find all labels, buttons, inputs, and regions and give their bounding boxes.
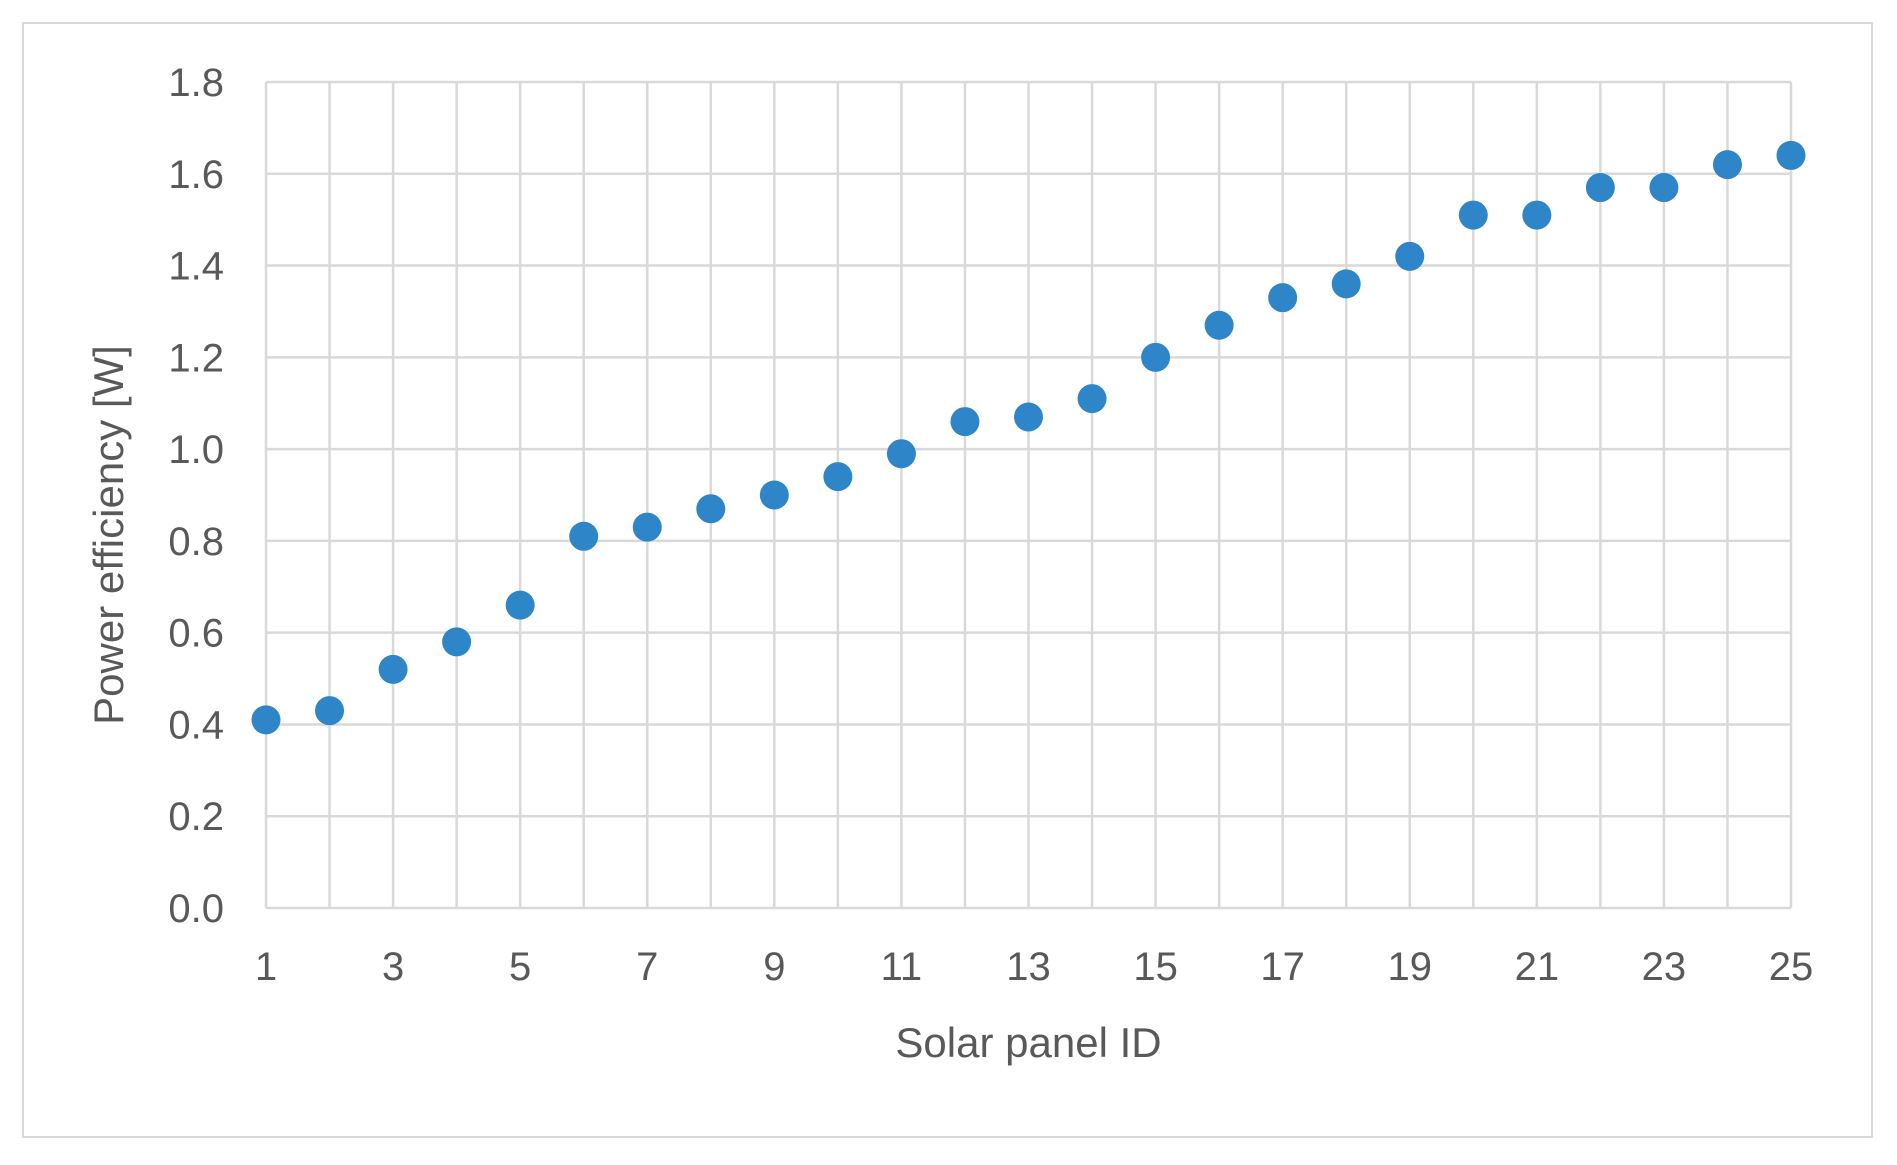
data-point xyxy=(505,590,535,620)
data-point xyxy=(1522,200,1552,230)
x-tick-label: 23 xyxy=(1642,945,1687,989)
x-axis-title: Solar panel ID xyxy=(895,1019,1161,1066)
x-tick-label: 19 xyxy=(1388,945,1433,989)
y-tick-label: 1.4 xyxy=(168,245,224,289)
data-point xyxy=(823,462,853,492)
y-tick-label: 1.0 xyxy=(168,428,224,472)
data-point xyxy=(1395,241,1425,271)
data-point xyxy=(1585,173,1615,203)
y-tick-label: 0.8 xyxy=(168,520,224,564)
data-point xyxy=(378,654,408,684)
data-point xyxy=(1141,342,1171,372)
data-point xyxy=(759,480,789,510)
x-tick-label: 13 xyxy=(1006,945,1051,989)
x-tick-label: 17 xyxy=(1260,945,1305,989)
x-tick-label: 15 xyxy=(1133,945,1178,989)
y-tick-labels: 0.0 0.2 0.4 0.6 0.8 1.0 1.2 1.4 1.6 1.8 xyxy=(168,61,224,931)
x-tick-label: 11 xyxy=(881,945,923,989)
data-point xyxy=(1458,200,1488,230)
data-point xyxy=(1077,384,1107,414)
data-points xyxy=(251,140,1806,735)
y-tick-label: 1.6 xyxy=(168,153,224,197)
data-point xyxy=(632,512,662,542)
y-tick-label: 1.8 xyxy=(168,61,224,105)
data-point xyxy=(696,494,726,524)
x-tick-label: 7 xyxy=(636,945,658,989)
data-point xyxy=(950,407,980,437)
data-point xyxy=(569,521,599,551)
x-tick-label: 5 xyxy=(509,945,531,989)
x-tick-label: 21 xyxy=(1515,945,1560,989)
x-tick-label: 1 xyxy=(255,945,277,989)
x-tick-labels: 1 3 5 7 9 11 13 15 17 19 21 23 25 xyxy=(255,945,1813,989)
y-tick-label: 0.4 xyxy=(168,703,224,747)
y-tick-label: 0.0 xyxy=(168,887,224,931)
data-point xyxy=(442,627,472,657)
x-tick-label: 9 xyxy=(763,945,785,989)
data-point xyxy=(1712,150,1742,180)
data-point xyxy=(886,439,916,469)
data-point xyxy=(251,705,281,735)
y-tick-label: 0.2 xyxy=(168,795,224,839)
data-point xyxy=(1268,283,1298,313)
x-tick-label: 3 xyxy=(382,945,404,989)
grid-layer xyxy=(264,80,1793,908)
y-tick-label: 1.2 xyxy=(168,336,224,380)
data-point xyxy=(1649,173,1679,203)
data-point xyxy=(1331,269,1361,299)
x-tick-label: 25 xyxy=(1769,945,1814,989)
data-point xyxy=(1776,140,1806,170)
data-point xyxy=(315,696,345,726)
data-point xyxy=(1014,402,1043,432)
data-point xyxy=(1204,310,1234,340)
y-tick-label: 0.6 xyxy=(168,612,224,656)
y-axis-title: Power efficiency [W] xyxy=(85,345,132,725)
